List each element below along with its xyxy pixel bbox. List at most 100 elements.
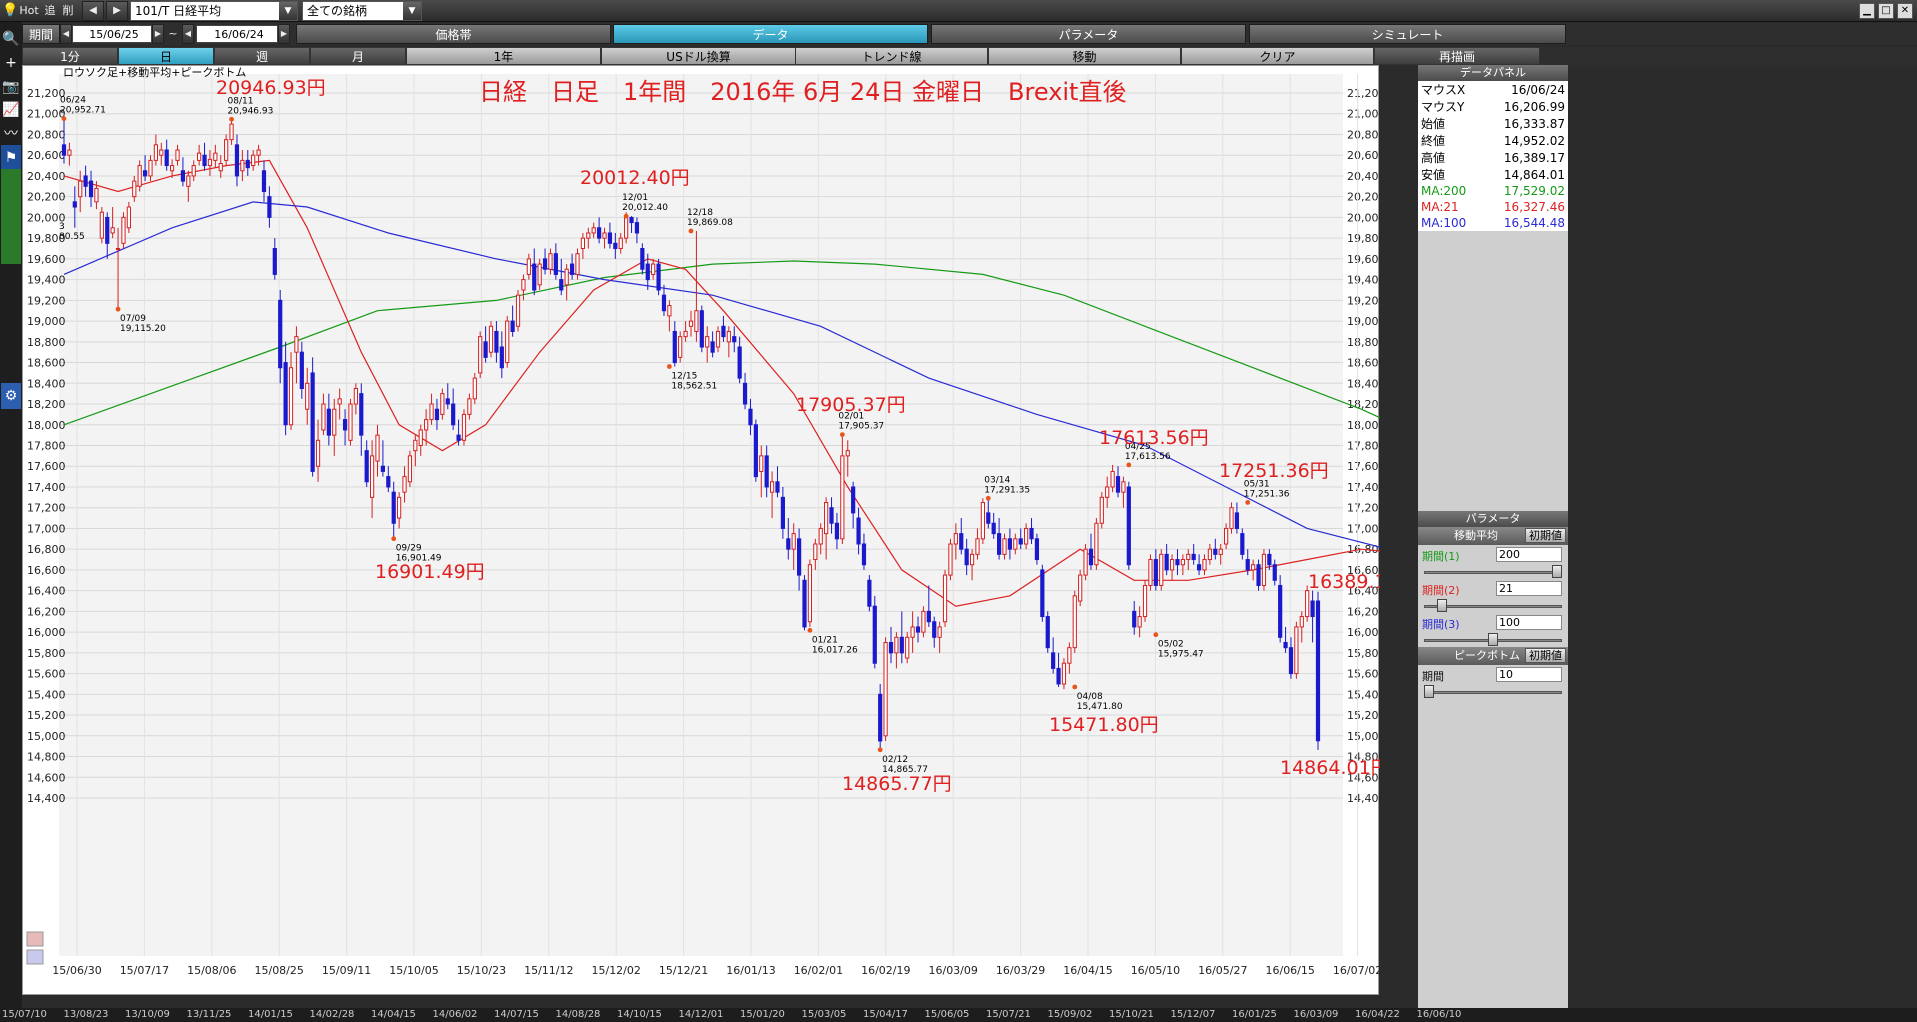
- delete-button[interactable]: 削: [62, 4, 74, 17]
- plus-icon[interactable]: +: [1, 49, 21, 76]
- tool-13[interactable]: [1, 335, 21, 362]
- date-from-prev-icon[interactable]: ◀: [60, 24, 72, 44]
- y-tick-right: 21,000: [1347, 108, 1380, 121]
- mini-chart-icon[interactable]: [26, 949, 44, 965]
- minimize-icon[interactable]: ▁: [1859, 3, 1875, 19]
- interval-button-5[interactable]: USドル換算: [601, 47, 796, 65]
- candle: [1240, 528, 1245, 560]
- slider-knob[interactable]: [1552, 565, 1562, 578]
- candle: [483, 326, 488, 363]
- next-arrow-icon[interactable]: ▶: [106, 1, 128, 21]
- mini-chart-icon[interactable]: [26, 931, 44, 947]
- data-value: 16/06/24: [1511, 82, 1565, 97]
- gear-icon[interactable]: ⚙: [1, 383, 21, 409]
- add-button[interactable]: 追: [44, 4, 56, 17]
- tool-12[interactable]: [1, 311, 21, 338]
- overview-date: 14/02/28: [309, 1009, 355, 1020]
- bulb-icon[interactable]: 💡: [2, 3, 19, 18]
- close-icon[interactable]: ✕: [1897, 3, 1913, 19]
- tool-14[interactable]: [1, 359, 21, 386]
- candle: [397, 492, 402, 529]
- candle: [505, 315, 510, 368]
- tool-11[interactable]: [1, 287, 21, 314]
- interval-button-7[interactable]: 移動: [988, 47, 1181, 65]
- tab-3[interactable]: シミュレート: [1249, 24, 1566, 44]
- camera-icon[interactable]: 📷: [1, 73, 21, 100]
- x-tick-label: 15/12/02: [591, 964, 640, 977]
- tool-6[interactable]: [1, 168, 21, 195]
- date-from-next-icon[interactable]: ▶: [152, 24, 164, 44]
- chart-area[interactable]: ロウソク足+移動平均+ピークボトム 14,400 14,400 14,600 14,60…: [22, 65, 1519, 996]
- chart-line-icon[interactable]: 📈: [1, 97, 21, 124]
- interval-button-4[interactable]: 1年: [406, 47, 601, 65]
- candle: [1132, 601, 1137, 635]
- x-tick-label: 15/06/30: [52, 964, 101, 977]
- ma-period-input[interactable]: 21: [1496, 581, 1562, 596]
- overview-date: 14/06/02: [432, 1009, 478, 1020]
- candle: [1018, 528, 1023, 550]
- interval-button-1[interactable]: 日: [118, 47, 214, 65]
- slider-knob[interactable]: [1424, 685, 1434, 698]
- price-callout: 14865.77円: [842, 773, 952, 795]
- price-callout: 14864.01円: [1280, 757, 1380, 779]
- date-to-next-icon[interactable]: ▶: [278, 24, 290, 44]
- candle: [1159, 549, 1164, 591]
- candle: [1045, 611, 1050, 653]
- tab-1[interactable]: データ: [613, 24, 928, 44]
- y-tick-right: 18,600: [1347, 357, 1380, 370]
- tool-10[interactable]: [1, 264, 21, 290]
- ma-period-slider[interactable]: [1418, 633, 1568, 647]
- data-row: マウスY 16,206.99: [1418, 98, 1568, 115]
- search-icon[interactable]: 🔍: [1, 26, 21, 52]
- pb-period-input[interactable]: 10: [1496, 667, 1562, 682]
- interval-button-8[interactable]: クリア: [1181, 47, 1374, 65]
- slider-knob[interactable]: [1436, 599, 1447, 612]
- overview-date: 14/04/15: [371, 1009, 416, 1020]
- pb-period-slider[interactable]: [1418, 685, 1568, 699]
- universe-select[interactable]: 全ての銘柄 ▼: [302, 1, 422, 21]
- date-to-prev-icon[interactable]: ◀: [182, 24, 194, 44]
- candle: [159, 142, 164, 166]
- peak-marker: [877, 747, 883, 753]
- tool-8[interactable]: [1, 216, 21, 243]
- ma-period-slider[interactable]: [1418, 565, 1568, 579]
- tab-2[interactable]: パラメータ: [931, 24, 1246, 44]
- slider-knob[interactable]: [1488, 633, 1498, 646]
- peak-date: 02/01: [838, 412, 864, 422]
- overview-date: 15/12/07: [1170, 1009, 1216, 1020]
- tab-0[interactable]: 価格帯: [296, 24, 611, 44]
- chevron-down-icon[interactable]: ▼: [403, 2, 421, 20]
- interval-button-0[interactable]: 1分: [22, 47, 118, 65]
- candle: [926, 585, 931, 627]
- maximize-icon[interactable]: □: [1878, 3, 1894, 19]
- date-from-field[interactable]: 15/06/25: [72, 25, 152, 43]
- candle: [569, 253, 575, 280]
- flag-icon[interactable]: ⚑: [1, 145, 21, 171]
- ma-reset-button[interactable]: 初期値: [1525, 528, 1566, 543]
- candle: [818, 523, 823, 555]
- ma-period-input[interactable]: 200: [1496, 547, 1562, 562]
- hot-button[interactable]: Hot: [19, 4, 39, 17]
- interval-button-9[interactable]: 再描画: [1374, 47, 1540, 65]
- candle: [294, 326, 299, 384]
- tool-7[interactable]: [1, 192, 21, 219]
- date-to-field[interactable]: 16/06/24: [196, 25, 278, 43]
- ma-period-slider[interactable]: [1418, 599, 1568, 613]
- candlestick-chart[interactable]: ロウソク足+移動平均+ピークボトム 14,400 14,400 14,600 14,60…: [23, 65, 1519, 996]
- interval-button-3[interactable]: 月: [310, 47, 406, 65]
- peak-date: 04/25: [1125, 442, 1151, 452]
- chart-multi-icon[interactable]: 〰: [1, 121, 21, 148]
- prev-arrow-icon[interactable]: ◀: [82, 1, 104, 21]
- interval-button-2[interactable]: 週: [214, 47, 310, 65]
- overview-date-bar[interactable]: 15/07/10 13/08/23 13/10/09 13/11/25 14/01/15…: [0, 1008, 1917, 1022]
- ma-period-input[interactable]: 100: [1496, 615, 1562, 630]
- y-tick-left: 16,000: [27, 626, 66, 639]
- ma-period-row: 期間(3) 100: [1418, 613, 1568, 633]
- tool-9[interactable]: [1, 240, 21, 267]
- candle: [1110, 464, 1115, 493]
- chevron-down-icon[interactable]: ▼: [279, 2, 297, 20]
- interval-button-6[interactable]: トレンド線: [795, 47, 988, 65]
- ticker-select[interactable]: 101/T 日経平均 ▼: [130, 1, 298, 21]
- candle: [94, 181, 99, 210]
- pb-reset-button[interactable]: 初期値: [1525, 648, 1566, 663]
